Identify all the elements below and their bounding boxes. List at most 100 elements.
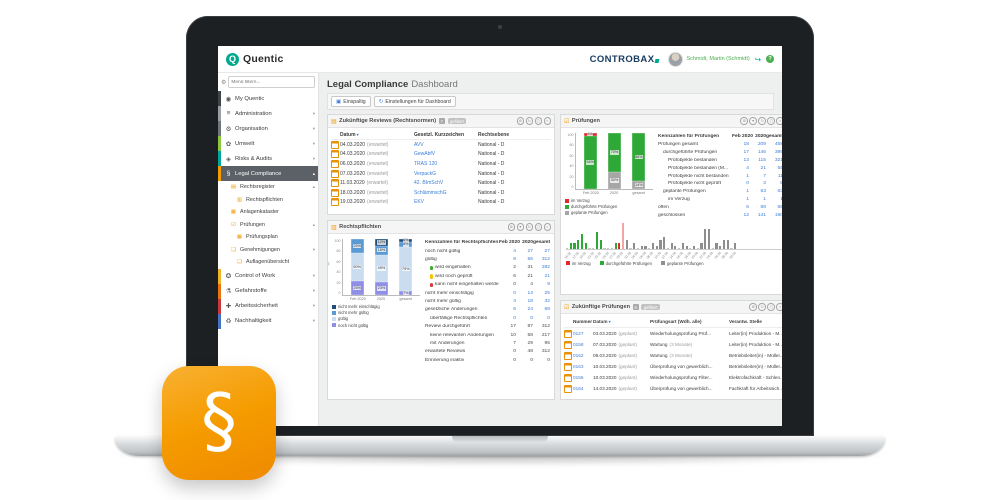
kpi-value[interactable]: 27 <box>544 248 550 254</box>
review-law-link[interactable]: TRAS 120 <box>414 160 438 167</box>
kpi-value[interactable]: 0 <box>530 315 533 321</box>
kpi-value[interactable]: 1 <box>746 196 749 202</box>
sidebar-item-rechtspflichten[interactable]: ▥ Rechtspflichten <box>218 194 318 207</box>
sidebar-item-organisation[interactable]: ⚙ Organisation ▾ <box>218 121 318 136</box>
user-name[interactable]: Schmidt, Martin (Schmidt) <box>686 56 750 62</box>
sidebar-item-anlagenkataster[interactable]: ▦ Anlagenkataster <box>218 206 318 219</box>
pruefung-number-link[interactable]: 0158 <box>573 342 584 347</box>
panel-maximize-icon[interactable]: ▢ <box>534 117 542 125</box>
panel-close-icon[interactable]: × <box>543 223 551 231</box>
kpi-value[interactable]: 3 <box>763 181 766 187</box>
kpi-value[interactable]: 4 <box>513 248 516 254</box>
kpi-value[interactable]: 1 <box>746 189 749 195</box>
user-avatar[interactable] <box>668 51 684 67</box>
pruefung-number-link[interactable]: 0163 <box>573 364 584 369</box>
kpi-value[interactable]: 1 <box>746 173 749 179</box>
panel-settings-icon[interactable]: ⚙ <box>516 117 524 125</box>
menu-filter-input[interactable] <box>228 76 315 88</box>
panel-refresh-icon[interactable]: ↻ <box>758 303 766 311</box>
layout-toggle-button[interactable]: ▣ Einspaltig <box>331 96 371 107</box>
panel-settings-icon[interactable]: ⚙ <box>740 117 748 125</box>
kpi-value[interactable]: 115 <box>758 157 766 163</box>
kpi-value[interactable]: 68 <box>777 204 782 210</box>
pruefung-number-link[interactable]: 0162 <box>573 353 584 358</box>
sidebar-item-administration[interactable]: ≡ Administration ▾ <box>218 106 318 121</box>
logout-icon[interactable]: ↪ <box>754 54 761 64</box>
panel-maximize-icon[interactable]: ▢ <box>534 223 542 231</box>
review-row[interactable]: 06.03.2020 (erwartet) TRAS 120 National - D <box>331 159 551 169</box>
kpi-value[interactable]: 0 <box>746 181 749 187</box>
dashboard-settings-button[interactable]: ↻ Einstellungen für Dashboard <box>373 96 456 107</box>
column-header-verantw-stelle[interactable]: Verantw. Stelle <box>729 319 762 324</box>
panel-filter-icon[interactable]: ▼ <box>516 223 524 231</box>
review-row[interactable]: 11.03.2020 (erwartet) 42. BImSchV National … <box>331 178 551 188</box>
kpi-value[interactable]: 0 <box>513 315 516 321</box>
review-row[interactable]: 04.03.2020 (erwartet) AVV National - D <box>331 140 551 150</box>
kpi-value[interactable]: 209 <box>757 142 766 148</box>
future-pruefung-row[interactable]: 0162 09.03.2020 (geplant) Wartung (3 Monate)… <box>564 350 782 361</box>
kpi-value[interactable]: 395 <box>774 150 782 156</box>
kpi-value[interactable]: 312 <box>541 257 550 263</box>
kpi-value[interactable]: 282 <box>541 265 550 271</box>
kpi-value[interactable]: 63 <box>777 189 782 195</box>
review-law-link[interactable]: EKV <box>414 199 425 206</box>
sidebar-settings-icon[interactable]: ⚙ <box>221 79 227 86</box>
future-pruefung-row[interactable]: 0164 14.03.2020 (geplant) Überprüfung von g… <box>564 383 782 394</box>
kpi-value[interactable]: 9 <box>547 282 550 288</box>
kpi-value[interactable]: 458 <box>774 142 782 148</box>
sidebar-item-umwelt[interactable]: ✿ Umwelt ▾ <box>218 136 318 151</box>
panel-filter-icon[interactable]: ▼ <box>749 117 757 125</box>
kpi-value[interactable]: 1 <box>766 197 782 202</box>
kpi-value[interactable]: 1 <box>763 196 766 202</box>
review-row[interactable]: 07.03.2020 (erwartet) VerpackG National - D <box>331 169 551 179</box>
kpi-value[interactable]: 141 <box>757 212 766 218</box>
kpi-value[interactable]: 18 <box>527 299 533 305</box>
column-header-nummer[interactable]: Nummer <box>573 319 593 324</box>
future-pruefung-row[interactable]: 0127 03.03.2020 (geplant) Wiederholungsprüf… <box>564 328 782 339</box>
panel-settings-icon[interactable]: ⚙ <box>749 303 757 311</box>
review-row[interactable]: 04.03.2020 (erwartet) GewAbfV National - D <box>331 150 551 160</box>
future-pruefung-row[interactable]: 0158 07.03.2020 (geplant) Wartung (3 Monate)… <box>564 339 782 350</box>
column-header-datum[interactable]: Datum▾ <box>340 131 359 138</box>
kpi-value[interactable]: 321 <box>774 157 782 163</box>
panel-refresh-icon[interactable]: ↻ <box>525 117 533 125</box>
kpi-value[interactable]: 17 <box>743 150 749 156</box>
sidebar-item-rechtsregister[interactable]: ▤ Rechtsregister ▴ <box>218 181 318 194</box>
sidebar-item-nachhaltigkeit[interactable]: ♻ Nachhaltigkeit ▾ <box>218 313 318 329</box>
help-icon[interactable]: ? <box>766 55 774 63</box>
review-law-link[interactable]: AVV <box>414 141 424 148</box>
review-row[interactable]: 18.03.2020 (erwartet) SchlämmschG National … <box>331 188 551 198</box>
panel-refresh-icon[interactable]: ↻ <box>525 223 533 231</box>
review-law-link[interactable]: SchlämmschG <box>414 189 447 196</box>
kpi-value[interactable]: 56 <box>527 257 533 263</box>
review-law-link[interactable]: GewAbfV <box>414 151 436 158</box>
kpi-value[interactable]: 55 <box>777 165 782 171</box>
panel-close-icon[interactable]: × <box>776 303 782 311</box>
pruefung-number-link[interactable]: 0127 <box>573 331 584 336</box>
column-header-rechtsebene[interactable]: Rechtsebene <box>478 131 510 138</box>
kpi-value[interactable]: 18 <box>743 142 749 148</box>
panel-settings-icon[interactable]: ⚙ <box>507 223 515 231</box>
sidebar-item-my-quentic[interactable]: ◉ My Quentic <box>218 91 318 106</box>
kpi-value[interactable]: 27 <box>527 248 533 254</box>
kpi-value[interactable]: 8 <box>766 181 782 186</box>
sidebar-item-arbeitssicherheit[interactable]: ✚ Arbeitssicherheit ▾ <box>218 298 318 314</box>
kpi-value[interactable]: 12 <box>743 212 749 218</box>
kpi-value[interactable]: 32 <box>544 299 550 305</box>
kpi-value[interactable]: 25 <box>544 290 550 296</box>
kpi-value[interactable]: 6 <box>513 307 516 313</box>
panel-close-icon[interactable]: × <box>543 117 551 125</box>
kpi-value[interactable]: 21 <box>760 165 766 171</box>
kpi-value[interactable]: 4 <box>513 299 516 305</box>
column-header-pruefungsart[interactable]: Prüfungsart (Wdh. alle) <box>650 319 702 324</box>
kpi-value[interactable]: 13 <box>743 157 749 163</box>
panel-close-icon[interactable]: × <box>776 117 782 125</box>
sidebar-item-control-of-work[interactable]: ✪ Control of Work ▾ <box>218 268 318 284</box>
kpi-value[interactable]: 14 <box>527 290 533 296</box>
sidebar-item-genehmigungen[interactable]: ❏ Genehmigungen ▾ <box>218 244 318 257</box>
sidebar-item-auflagen-bersicht[interactable]: ❑ Auflagenübersicht <box>218 256 318 269</box>
pruefung-number-link[interactable]: 0156 <box>573 375 584 380</box>
sidebar-item-risks-audits[interactable]: ◈ Risks & Audits ▾ <box>218 151 318 166</box>
pruefung-number-link[interactable]: 0164 <box>573 386 584 391</box>
kpi-value[interactable]: 11 <box>777 173 782 179</box>
